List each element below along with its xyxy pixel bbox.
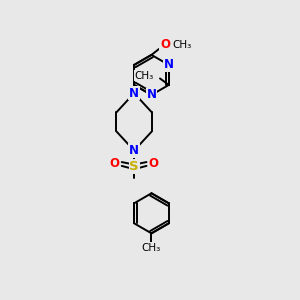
Text: CH₃: CH₃	[135, 70, 154, 80]
Text: N: N	[129, 87, 139, 100]
Text: CH₃: CH₃	[172, 40, 191, 50]
Text: N: N	[164, 58, 174, 71]
Text: O: O	[160, 38, 170, 51]
Text: O: O	[110, 157, 120, 170]
Text: CH₃: CH₃	[142, 243, 161, 253]
Text: S: S	[129, 160, 139, 173]
Text: N: N	[146, 88, 157, 101]
Text: N: N	[129, 144, 139, 157]
Text: O: O	[148, 157, 159, 170]
